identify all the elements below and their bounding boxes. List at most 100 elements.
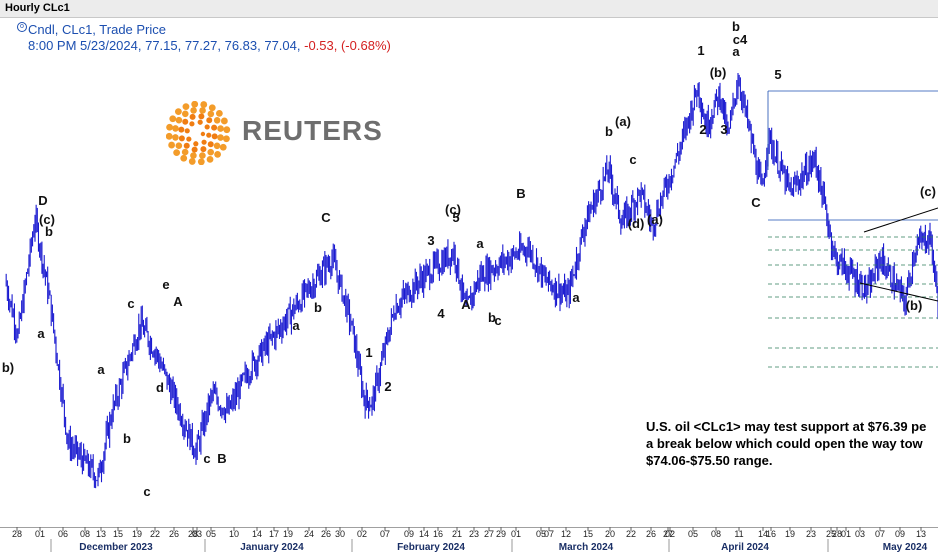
logo-dot — [178, 126, 185, 133]
x-tick-label: 19 — [132, 529, 142, 539]
wave-label: B — [516, 186, 525, 201]
wave-label: 4 — [437, 306, 445, 321]
month-label: April 2024 — [721, 542, 769, 552]
x-tick-label: 05 — [206, 529, 216, 539]
x-tick-label: 20 — [605, 529, 615, 539]
x-tick-label: 07 — [380, 529, 390, 539]
logo-dot — [198, 113, 205, 120]
x-tick-label: 28 — [12, 529, 22, 539]
x-tick-label: 01 — [511, 529, 521, 539]
x-tick-label: 08 — [711, 529, 721, 539]
month-label: May 2024 — [883, 542, 928, 552]
logo-dot — [169, 115, 177, 123]
wave-label: A — [461, 297, 471, 312]
x-tick-label: 24 — [304, 529, 314, 539]
wave-label: b — [732, 19, 740, 34]
logo-dot — [201, 139, 207, 145]
wave-label: C — [321, 210, 331, 225]
wave-label: 5 — [452, 210, 459, 225]
logo-dot — [186, 136, 192, 142]
logo-dot — [208, 104, 216, 112]
logo-dot — [175, 116, 183, 124]
x-tick-label: 23 — [469, 529, 479, 539]
logo-dot — [206, 132, 212, 138]
x-tick-label: 15 — [113, 529, 123, 539]
logo-dot — [181, 110, 189, 118]
x-tick-label: 30 — [335, 529, 345, 539]
wave-label: (a) — [647, 212, 663, 227]
x-tick-label: 21 — [452, 529, 462, 539]
series-settings-icon[interactable]: o — [17, 22, 27, 32]
wave-label: e — [162, 277, 169, 292]
logo-dot — [220, 117, 228, 125]
x-tick-label: 03 — [192, 529, 202, 539]
logo-dot — [188, 158, 196, 165]
logo-dot — [166, 123, 173, 131]
logo-dot — [174, 108, 182, 116]
logo-dot — [217, 134, 224, 141]
logo-dot — [189, 113, 196, 120]
x-tick-label: 08 — [80, 529, 90, 539]
legend-series: Cndl, CLc1, Trade Price — [28, 22, 167, 37]
logo-dot — [200, 146, 207, 153]
x-tick-label: 27 — [484, 529, 494, 539]
wave-label: (c) — [920, 184, 936, 199]
logo-dot — [190, 152, 197, 159]
wave-label: b) — [2, 360, 14, 375]
wave-label: 2 — [699, 122, 706, 137]
logo-dot — [189, 121, 195, 127]
wave-label: A — [173, 294, 183, 309]
logo-dot — [223, 135, 230, 143]
logo-dot — [213, 142, 221, 150]
logo-dot — [172, 134, 179, 141]
logo-dot — [206, 117, 213, 124]
logo-dot — [204, 124, 210, 130]
x-tick-label: 07 — [875, 529, 885, 539]
wave-label: c — [629, 152, 636, 167]
logo-dot — [181, 148, 189, 156]
x-tick-label: 27 — [663, 529, 673, 539]
x-tick-label: 14 — [252, 529, 262, 539]
logo-dot — [184, 128, 190, 134]
logo-dot — [190, 107, 197, 114]
x-tick-label: 26 — [646, 529, 656, 539]
logo-dot — [219, 143, 227, 151]
wave-label: a — [732, 44, 740, 59]
logo-dot — [199, 107, 206, 114]
month-label: December 2023 — [79, 542, 153, 552]
logo-dot — [178, 135, 185, 142]
caption-line: a break below which could open the way t… — [646, 436, 923, 451]
wave-label: (c) — [39, 212, 55, 227]
x-tick-label: 02 — [665, 529, 675, 539]
window-titlebar: Hourly CLc1 — [0, 0, 938, 18]
wave-label: b — [314, 300, 322, 315]
logo-dot — [168, 141, 176, 149]
logo-dot — [193, 141, 199, 147]
logo-dot — [207, 110, 215, 118]
logo-dot — [197, 119, 203, 125]
month-label: February 2024 — [397, 542, 465, 552]
wave-label: a — [476, 236, 484, 251]
x-tick-label: 22 — [626, 529, 636, 539]
month-label: March 2024 — [559, 542, 614, 552]
x-tick-label: 23 — [806, 529, 816, 539]
wave-label: a — [292, 318, 300, 333]
x-tick-label: 01 — [35, 529, 45, 539]
logo-dot — [200, 101, 208, 108]
x-axis — [0, 527, 938, 553]
wave-label: c — [203, 451, 210, 466]
reuters-wordmark: REUTERS — [242, 115, 383, 146]
reuters-dot-logo-icon — [166, 101, 231, 165]
wave-label: B — [217, 451, 226, 466]
caption-line: $74.06-$75.50 range. — [646, 453, 773, 468]
wave-label: a — [97, 362, 105, 377]
wave-label: c — [494, 313, 501, 328]
x-tick-label: 26 — [321, 529, 331, 539]
wave-label: (d) — [628, 216, 645, 231]
x-tick-label: 16 — [433, 529, 443, 539]
x-tick-label: 13 — [96, 529, 106, 539]
legend-change: -0.53, (-0.68%) — [304, 38, 391, 53]
x-tick-label: 16 — [766, 529, 776, 539]
x-tick-label: 11 — [734, 529, 743, 539]
